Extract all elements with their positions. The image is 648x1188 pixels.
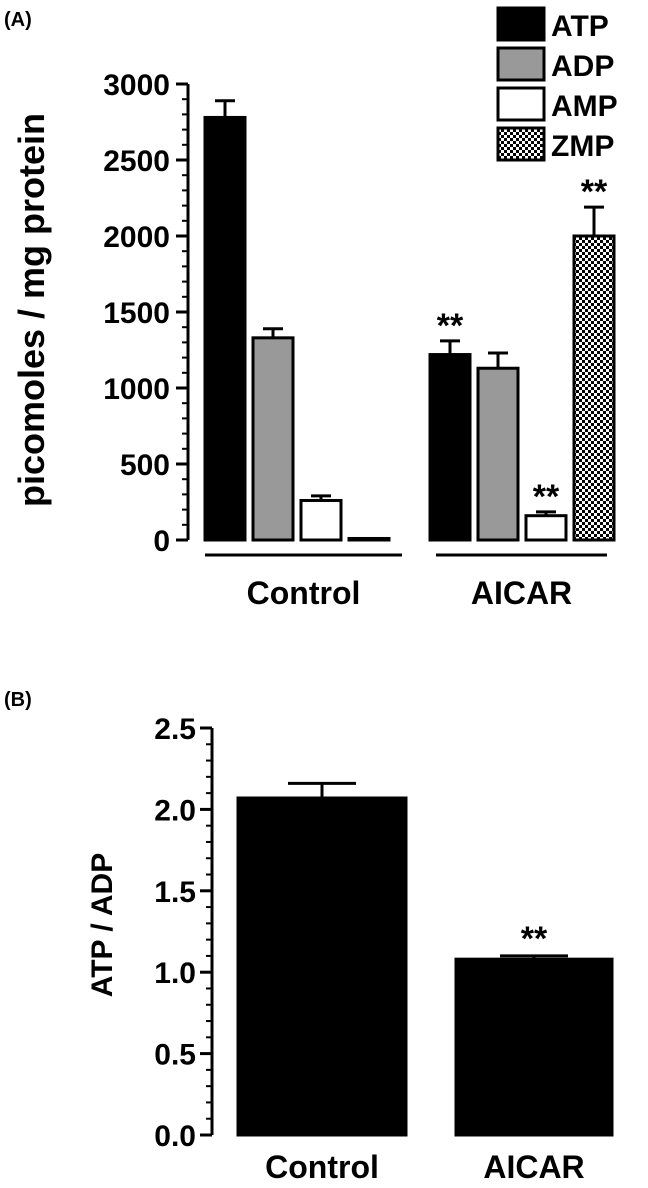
a-y-tick-label: 2000 — [103, 221, 170, 254]
panel-b-chart: (B) ATP / ADP 0.0 0.5 1.0 1.5 2.0 2.5 ** Cont… — [4, 689, 614, 1185]
a-x-tick-label: Control — [247, 575, 361, 611]
a-y-tick-label: 3000 — [103, 69, 170, 102]
a-legend-swatch-amp — [496, 86, 546, 122]
a-x-tick-label: AICAR — [471, 575, 572, 611]
panel-a-y-axis: 0 500 1000 1500 2000 2500 3000 — [103, 69, 190, 558]
a-bar-zmp-aicar — [572, 234, 616, 542]
b-y-tick-label: 1.5 — [154, 876, 196, 909]
b-y-tick-label: 0.0 — [154, 1120, 196, 1153]
b-y-tick-label: 2.0 — [154, 794, 196, 827]
panel-a-chart: (A) picomoles / mg protein 0 500 1000 1500 2… — [4, 6, 618, 611]
panel-a-ylabel: picomoles / mg protein — [11, 113, 52, 507]
b-bar-control — [236, 796, 408, 1137]
a-bar-adp-aicar — [476, 366, 520, 542]
panel-b-label: (B) — [4, 689, 32, 711]
a-significance-marker: ** — [437, 307, 464, 345]
panel-b-x-axis: Control AICAR — [265, 1149, 585, 1185]
a-bar-amp-aicar — [524, 514, 568, 542]
a-legend-label: ATP — [551, 10, 609, 43]
a-significance-marker: ** — [533, 478, 560, 516]
panel-b-ylabel: ATP / ADP — [86, 853, 119, 997]
a-y-tick-label: 500 — [120, 449, 170, 482]
b-bar-aicar — [454, 957, 614, 1137]
a-bar-atp-control — [203, 115, 247, 542]
a-legend-label: AMP — [551, 90, 618, 123]
a-y-tick-label: 1000 — [103, 373, 170, 406]
panel-b-bars: ** — [236, 781, 614, 1137]
a-bar-amp-control — [299, 498, 343, 542]
a-y-tick-label: 1500 — [103, 297, 170, 330]
b-y-tick-label: 0.5 — [154, 1039, 196, 1072]
a-significance-marker: ** — [581, 173, 608, 211]
a-y-tick-label: 0 — [153, 525, 170, 558]
b-y-tick-label: 2.5 — [154, 713, 196, 746]
panel-a-bars: ** ** ** — [203, 99, 616, 542]
a-legend-swatch-adp — [496, 46, 546, 82]
panel-a-x-axis: Control AICAR — [205, 553, 607, 611]
b-x-tick-label: AICAR — [483, 1149, 584, 1185]
a-bar-atp-aicar — [428, 353, 472, 542]
b-x-tick-label: Control — [265, 1149, 379, 1185]
panel-a-legend: ATP ADP AMP ZMP — [496, 6, 618, 163]
a-legend-label: ADP — [551, 50, 614, 83]
a-legend-swatch-zmp — [496, 126, 546, 162]
a-y-tick-label: 2500 — [103, 145, 170, 178]
a-bar-zmp-control — [347, 536, 391, 542]
a-legend-swatch-atp — [496, 6, 546, 42]
a-legend-label: ZMP — [551, 130, 614, 163]
a-bar-adp-control — [251, 336, 295, 542]
panel-a-label: (A) — [4, 9, 32, 31]
panel-b-y-axis: 0.0 0.5 1.0 1.5 2.0 2.5 — [154, 713, 214, 1153]
b-significance-marker: ** — [521, 920, 548, 958]
b-y-tick-label: 1.0 — [154, 957, 196, 990]
